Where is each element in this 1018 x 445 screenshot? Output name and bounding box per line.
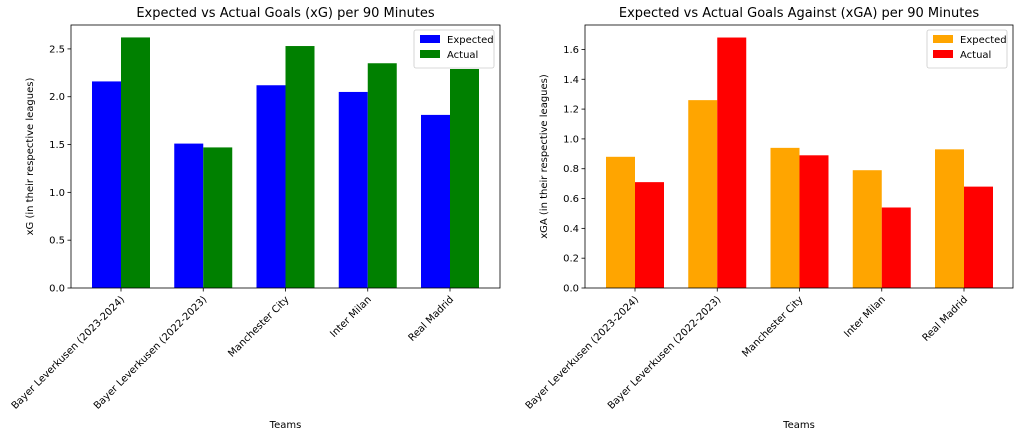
bar-actual-5 [964,186,993,288]
bar-expected-1 [92,81,121,289]
x-tick-label: Real Madrid [407,294,457,344]
y-tick-label: 1.0 [563,134,579,145]
legend: Expected Actual [413,29,495,69]
bar-actual-3 [799,155,829,288]
y-tick-label: 1.2 [563,105,579,116]
bar-actual-4 [881,207,911,288]
bar-actual-2 [717,37,747,289]
bar-actual-3 [285,46,315,288]
y-tick-label: 1.5 [49,140,65,151]
y-tick-label: 2.0 [49,92,65,103]
x-tick-label: Inter Milan [328,294,373,339]
legend-swatch-expected [933,35,953,43]
axes-frame [584,24,1014,289]
x-tick-label: Manchester City [226,294,291,359]
y-tick-label: 1.0 [49,188,65,199]
legend: Expected Actual [926,29,1008,69]
y-tick-label: 0.4 [563,224,579,235]
bar-expected-1 [606,156,635,288]
bar-expected-2 [174,143,204,288]
x-axis-label: Teams [269,420,302,431]
bar-expected-2 [688,100,718,289]
y-tick-label: 0.8 [563,164,579,175]
bar-actual-1 [635,182,664,288]
x-tick-label: Inter Milan [842,294,887,339]
legend-label-expected: Expected [447,35,494,46]
y-axis-label: xGA (in their respective leagues) [539,74,550,239]
chart-title: Expected vs Actual Goals (xG) per 90 Min… [136,6,435,21]
y-tick-label: 0.0 [49,284,65,295]
y-tick-label: 0.6 [563,194,579,205]
bar-expected-5 [935,149,964,288]
legend-swatch-expected [420,35,440,43]
bar-actual-5 [450,68,479,288]
bar-actual-4 [367,63,397,288]
x-tick-label: Real Madrid [921,294,971,344]
bar-actual-2 [203,147,233,288]
y-tick-label: 1.4 [563,75,579,86]
bar-expected-4 [852,170,882,288]
bar-actual-1 [121,37,150,289]
y-tick-label: 0.0 [563,284,579,295]
legend-swatch-actual [420,50,440,58]
bar-expected-4 [338,91,368,288]
legend-label-expected: Expected [960,35,1007,46]
y-tick-label: 0.2 [563,254,579,265]
y-tick-label: 0.5 [49,236,65,247]
chart-title: Expected vs Actual Goals Against (xGA) p… [619,6,979,21]
bar-expected-5 [421,114,450,288]
x-tick-label: Manchester City [740,294,805,359]
y-axis-label: xG (in their respective leagues) [25,78,36,236]
legend-label-actual: Actual [960,50,991,61]
legend-swatch-actual [933,50,953,58]
bar-expected-3 [770,147,800,288]
y-tick-label: 1.6 [563,45,579,56]
x-axis-label: Teams [782,420,815,431]
y-tick-label: 2.5 [49,44,65,55]
legend-label-actual: Actual [447,50,478,61]
bar-expected-3 [256,85,286,288]
